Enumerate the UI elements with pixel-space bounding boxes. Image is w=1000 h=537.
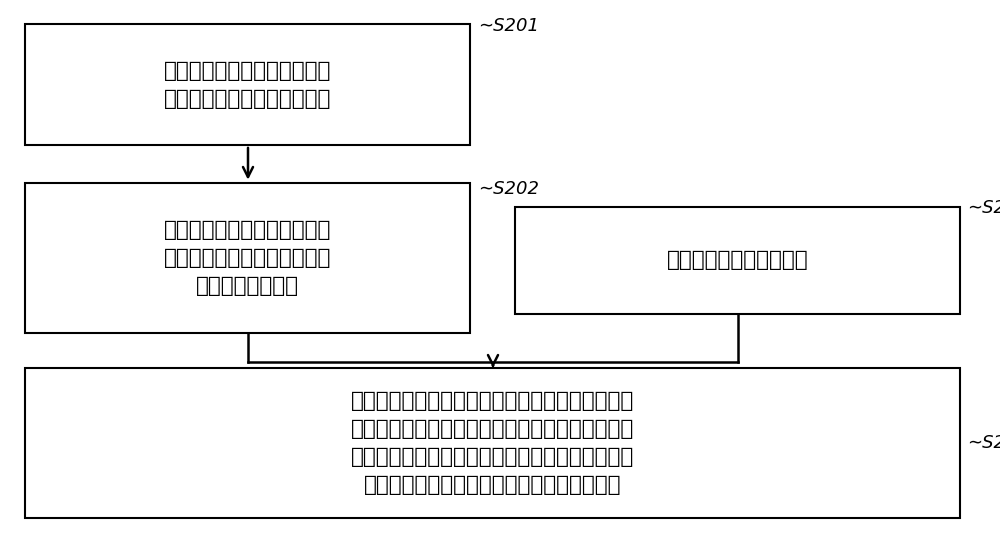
FancyBboxPatch shape — [515, 207, 960, 314]
Text: ∼S201: ∼S201 — [478, 17, 539, 35]
Text: ∼S204: ∼S204 — [967, 434, 1000, 452]
Text: 若终端设备处于应用状态，则
确定终端设备的处理器负载以
及终端设备的温度: 若终端设备处于应用状态，则 确定终端设备的处理器负载以 及终端设备的温度 — [164, 220, 331, 296]
Text: ∼S202: ∼S202 — [478, 180, 539, 198]
FancyBboxPatch shape — [25, 24, 470, 145]
Text: 若终端设备的运行模式为抢单模式，则根据终端设
备的处理器负载以及终端设备的温度，降低终端设
备的充电电流，以使终端设备的处理器性能满足处
理器负载需求且终端设备: 若终端设备的运行模式为抢单模式，则根据终端设 备的处理器负载以及终端设备的温度，… — [351, 391, 634, 495]
Text: ∼S203: ∼S203 — [967, 199, 1000, 217]
FancyBboxPatch shape — [25, 368, 960, 518]
Text: 当终端设备在进行充电的过程
中，检测终端设备的使用状态: 当终端设备在进行充电的过程 中，检测终端设备的使用状态 — [164, 61, 331, 108]
FancyBboxPatch shape — [25, 183, 470, 333]
Text: 确定终端设备的运行模式: 确定终端设备的运行模式 — [667, 250, 808, 271]
